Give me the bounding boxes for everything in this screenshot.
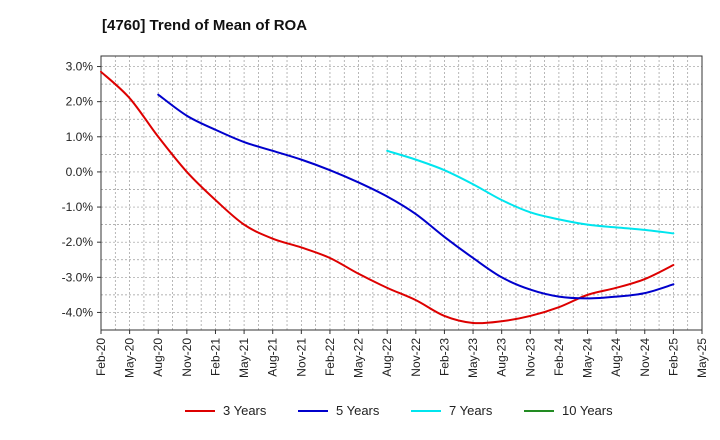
x-tick-label: Feb-21: [208, 338, 222, 376]
y-tick-label: 3.0%: [66, 60, 94, 74]
x-tick-label: Aug-24: [609, 338, 623, 377]
x-tick-label: Feb-23: [437, 338, 451, 376]
x-tick-label: Nov-20: [180, 338, 194, 377]
x-tick-label: Feb-22: [323, 338, 337, 376]
chart-title: [4760] Trend of Mean of ROA: [102, 17, 307, 34]
x-tick-label: Aug-22: [380, 338, 394, 377]
x-tick-label: Feb-20: [94, 338, 108, 376]
y-tick-label: 2.0%: [66, 95, 94, 109]
x-tick-label: Aug-20: [151, 338, 165, 377]
x-tick-label: May-25: [695, 338, 709, 378]
x-tick-label: May-23: [466, 338, 480, 378]
x-tick-label: Aug-23: [495, 338, 509, 377]
x-tick-label: Aug-21: [266, 338, 280, 377]
x-tick-label: May-20: [123, 338, 137, 378]
plot-frame: [100, 55, 703, 331]
axis-layer: 3.0% 2.0% 1.0% 0.0% -1.0% -2.0% -3.0% -4.0% Feb-…: [62, 55, 709, 378]
x-tick-label: May-21: [237, 338, 251, 378]
x-tick-label: Nov-24: [638, 338, 652, 377]
series-layer: [100, 70, 675, 325]
y-tick-label: -1.0%: [62, 200, 94, 214]
series-line-7-years: [386, 149, 675, 235]
x-tick-label: Nov-21: [294, 338, 308, 377]
y-tick-label: 0.0%: [66, 165, 94, 179]
x-tick-label: Feb-24: [552, 338, 566, 376]
y-tick-label: -3.0%: [62, 270, 94, 284]
legend-label-5-years: 5 Years: [336, 403, 380, 418]
y-tick-label: -2.0%: [62, 235, 94, 249]
x-tick-label: May-24: [581, 338, 595, 378]
legend-label-7-years: 7 Years: [449, 403, 493, 418]
y-tick-label: -4.0%: [62, 305, 94, 319]
x-tick-label: Nov-23: [523, 338, 537, 377]
x-tick-label: May-22: [352, 338, 366, 378]
y-tick-label: 1.0%: [66, 130, 94, 144]
legend-label-10-years: 10 Years: [562, 403, 613, 418]
legend: 3 Years 5 Years 7 Years 10 Years: [185, 403, 613, 418]
legend-label-3-years: 3 Years: [223, 403, 267, 418]
x-tick-label: Nov-22: [409, 338, 423, 377]
x-tick-label: Feb-25: [666, 338, 680, 376]
series-line-5-years: [157, 93, 675, 300]
